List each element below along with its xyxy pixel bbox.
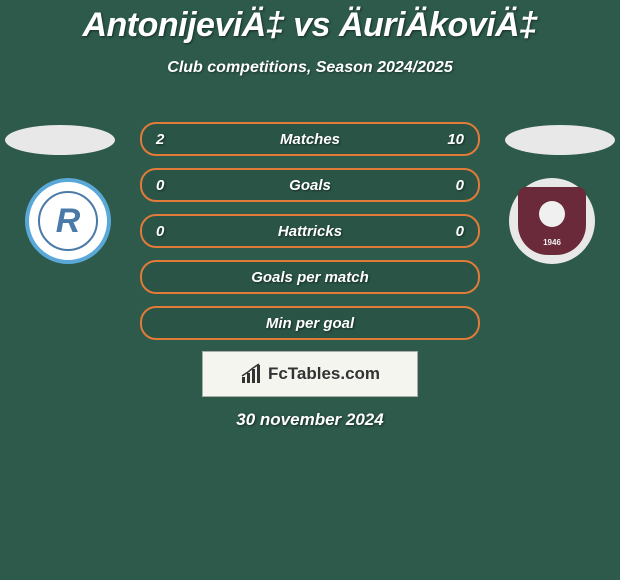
- brand-box[interactable]: FcTables.com: [202, 351, 418, 397]
- team-logo-right: 1946: [509, 178, 595, 264]
- team-logo-left-letter: R: [56, 202, 81, 241]
- stat-row-mpg: Min per goal: [140, 306, 480, 340]
- team-logo-right-year: 1946: [543, 238, 561, 247]
- stat-row-matches: 2 Matches 10: [140, 122, 480, 156]
- player-oval-right: [505, 125, 615, 155]
- brand-chart-icon: [240, 363, 262, 385]
- stat-label: Hattricks: [142, 223, 478, 240]
- stat-row-goals: 0 Goals 0: [140, 168, 480, 202]
- comparison-title: AntonijeviÄ‡ vs ÄuriÄkoviÄ‡: [0, 0, 620, 45]
- team-logo-left: R: [25, 178, 111, 264]
- player-oval-left: [5, 125, 115, 155]
- stat-label: Goals: [142, 177, 478, 194]
- team-logo-right-ball: [539, 201, 565, 227]
- stat-row-hattricks: 0 Hattricks 0: [140, 214, 480, 248]
- comparison-date: 30 november 2024: [0, 410, 620, 430]
- team-logo-right-shield: 1946: [518, 187, 586, 255]
- comparison-subtitle: Club competitions, Season 2024/2025: [0, 59, 620, 77]
- stat-row-gpm: Goals per match: [140, 260, 480, 294]
- stat-label: Goals per match: [142, 269, 478, 286]
- stats-container: 2 Matches 10 0 Goals 0 0 Hattricks 0 Goa…: [140, 122, 480, 352]
- stat-label: Matches: [142, 131, 478, 148]
- team-logo-left-ring: R: [38, 191, 98, 251]
- stat-label: Min per goal: [142, 315, 478, 332]
- brand-text: FcTables.com: [268, 364, 380, 384]
